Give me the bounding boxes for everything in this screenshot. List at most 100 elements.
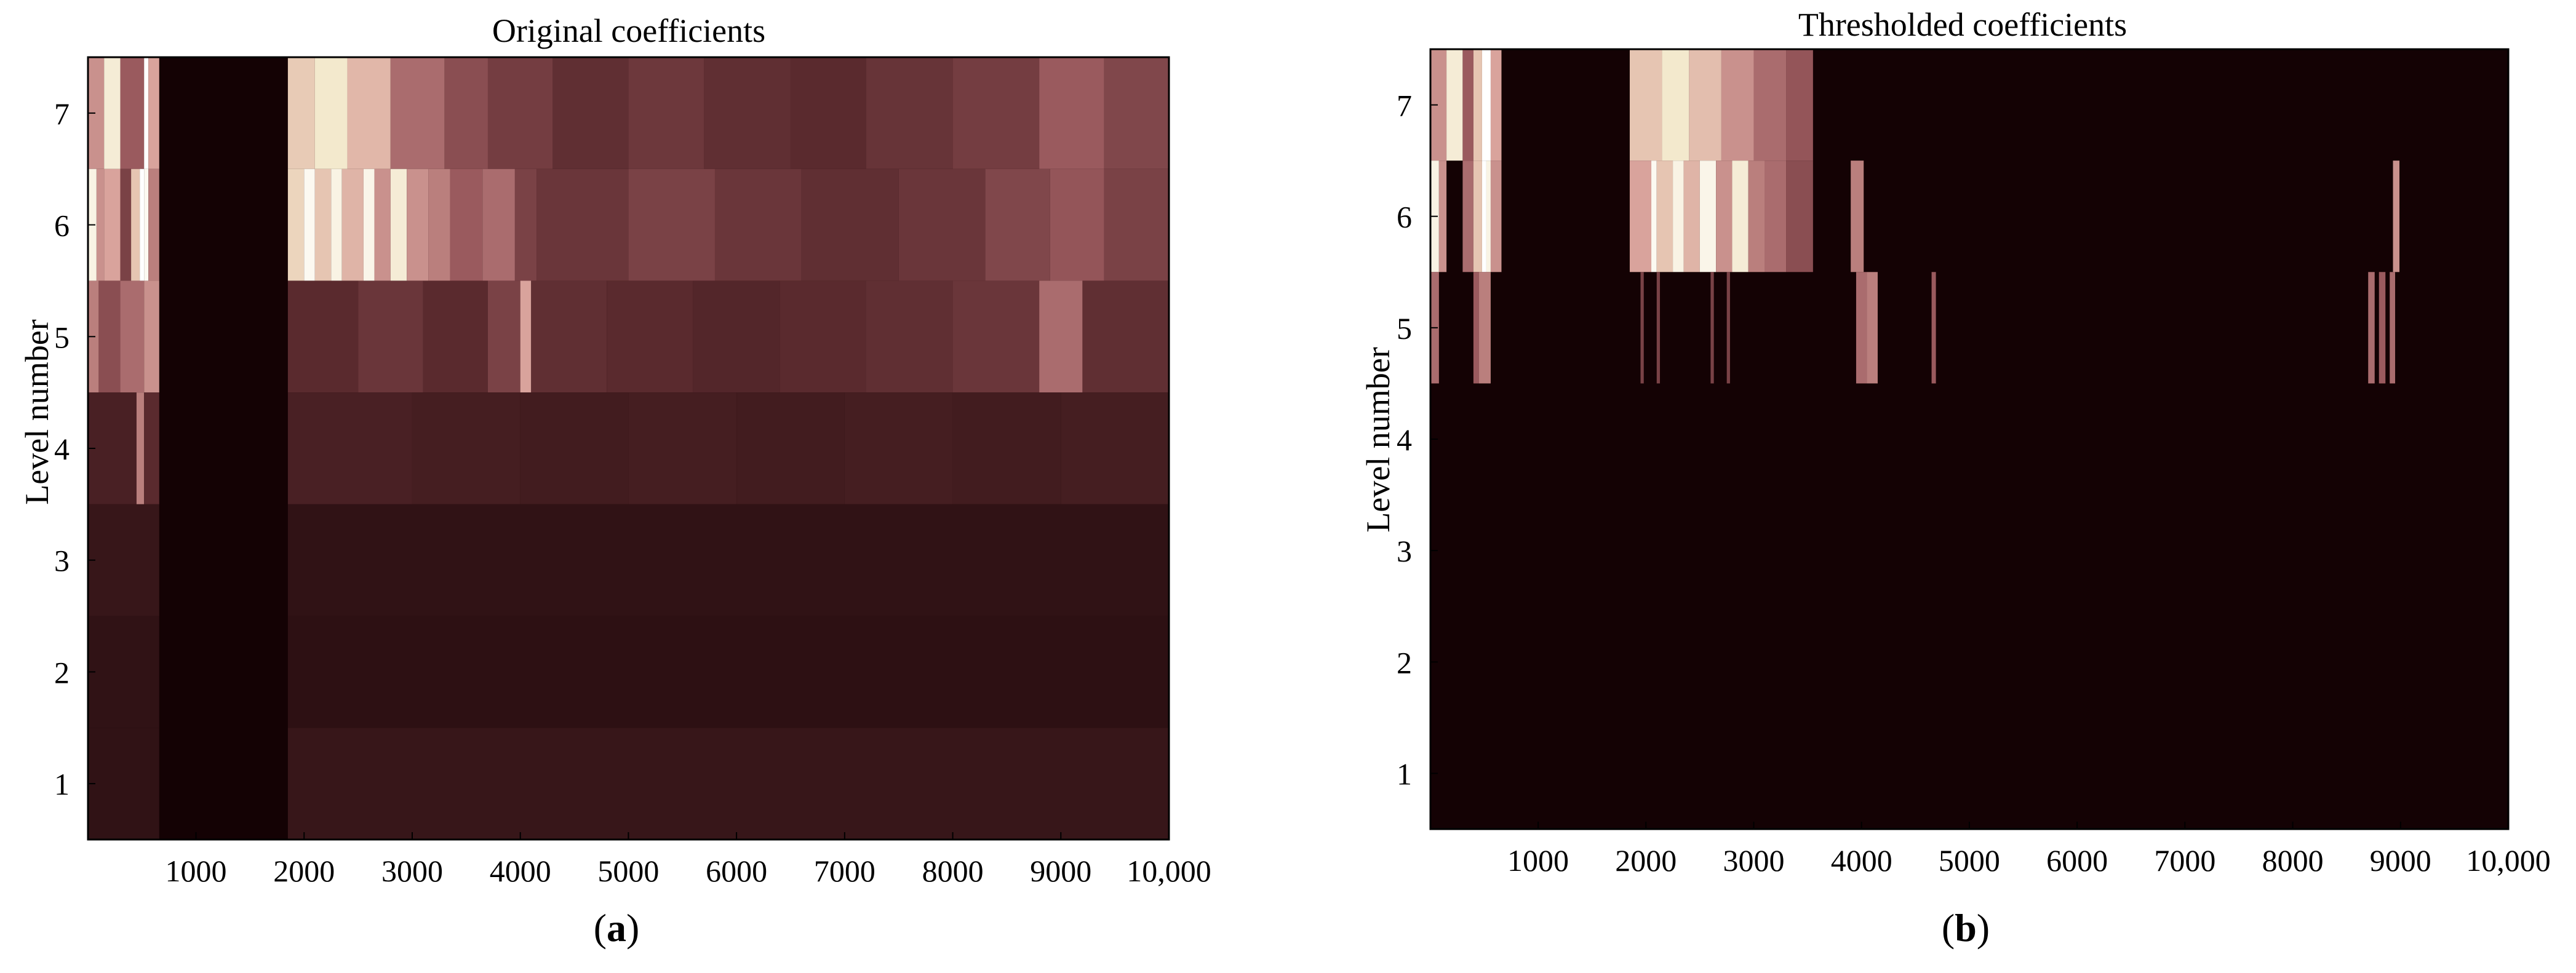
panel-a-cell-level-5 bbox=[423, 280, 488, 393]
panel-a-cell-level-7 bbox=[790, 57, 866, 169]
panel-b-cell-level-6 bbox=[1438, 161, 1447, 272]
panel-b-xtick-label: 1000 bbox=[1507, 843, 1569, 878]
panel-b-cell-level-5 bbox=[1931, 272, 1936, 384]
panel-b-ylabel: Level number bbox=[1360, 347, 1397, 532]
panel-a-cell-level-5 bbox=[1082, 280, 1169, 393]
panel-b-cell-level-6 bbox=[1683, 161, 1700, 272]
panel-a-xtick-label: 5000 bbox=[597, 854, 659, 888]
panel-b-ytick-label: 3 bbox=[1397, 534, 1412, 568]
panel-a-cell-level-4 bbox=[144, 392, 159, 504]
panel-a-cell-level-5 bbox=[144, 280, 159, 393]
panel-b-cell-level-7 bbox=[1689, 49, 1721, 161]
panel-a-cell-level-6 bbox=[801, 169, 899, 281]
panel-a-cell-level-6 bbox=[628, 169, 715, 281]
panel-b-xtick-label: 8000 bbox=[2262, 843, 2324, 878]
panel-a-cell-level-6 bbox=[374, 169, 391, 281]
panel-a-cell-level-6 bbox=[131, 169, 140, 281]
panel-a-chart: Original coefficients Level number 1 2 3 4 5… bbox=[18, 12, 1211, 950]
panel-b-ytick-label: 7 bbox=[1397, 89, 1412, 123]
panel-a-cell-level-7 bbox=[314, 57, 348, 169]
panel-a-cell-level-7 bbox=[628, 57, 704, 169]
panel-b-cell-level-6 bbox=[1748, 161, 1765, 272]
panel-a-caption: (a) bbox=[594, 906, 640, 950]
panel-a-cell-level-7 bbox=[104, 57, 121, 169]
panel-a-cell-level-6 bbox=[304, 169, 315, 281]
panel-b-cell-level-6 bbox=[1786, 161, 1813, 272]
panel-a-cell-level-4 bbox=[736, 392, 845, 504]
panel-a-cell-level-7 bbox=[952, 57, 1040, 169]
panel-b-cell-level-6 bbox=[1462, 161, 1473, 272]
panel-b-xtick-label: 4000 bbox=[1831, 843, 1892, 878]
panel-a-cell-level-6 bbox=[482, 169, 515, 281]
panel-a-xtick-label: 3000 bbox=[381, 854, 443, 888]
panel-b-chart: Thresholded coefficients Level number 1 2… bbox=[1360, 6, 2551, 950]
panel-a-cell-level-5 bbox=[866, 280, 953, 393]
panel-b-cell-level-6 bbox=[1851, 161, 1864, 272]
panel-b-ytick-label: 6 bbox=[1397, 200, 1412, 234]
panel-b-cell-level-6 bbox=[1732, 161, 1749, 272]
panel-a-ytick-label: 3 bbox=[54, 544, 70, 578]
panel-a-cell-level-7 bbox=[487, 57, 553, 169]
panel-a-cell-level-4 bbox=[136, 392, 145, 504]
panel-a-cell-level-7 bbox=[444, 57, 488, 169]
panel-a-cell-level-6 bbox=[148, 169, 159, 281]
panel-a-ytick-label: 6 bbox=[54, 208, 70, 243]
panel-a-cell-level-3 bbox=[287, 504, 1169, 616]
panel-a-cell-level-4 bbox=[412, 392, 520, 504]
panel-a-cell-level-6 bbox=[341, 169, 364, 281]
panel-b-xtick-label: 6000 bbox=[2046, 843, 2108, 878]
panel-b-xtick-label: 5000 bbox=[1939, 843, 2000, 878]
panel-a-caption-label: a bbox=[607, 906, 626, 950]
panel-b-cell-level-6 bbox=[1490, 161, 1502, 272]
panel-a-cell-level-2 bbox=[287, 616, 1169, 728]
panel-a-cell-level-4 bbox=[628, 392, 737, 504]
panel-a-ytick-label: 1 bbox=[54, 767, 70, 801]
panel-b-y-ticks: 1 2 3 4 5 6 7 bbox=[1397, 89, 1438, 791]
panel-a-xtick-label: 1000 bbox=[165, 854, 227, 888]
panel-a-cell-level-5 bbox=[531, 280, 607, 393]
panel-a-cell-level-5 bbox=[693, 280, 780, 393]
panel-a-cell-level-6 bbox=[1050, 169, 1104, 281]
panel-a-cell-level-6 bbox=[985, 169, 1050, 281]
panel-b-cell-level-5 bbox=[1478, 272, 1491, 384]
panel-a-cell-level-6 bbox=[514, 169, 537, 281]
panel-b-cell-level-5 bbox=[1726, 272, 1730, 384]
panel-b-cell-level-7 bbox=[1490, 49, 1502, 161]
panel-a-plot-area bbox=[87, 56, 1170, 841]
panel-a-cell-level-6 bbox=[428, 169, 450, 281]
panel-b-cell-level-7 bbox=[1629, 49, 1662, 161]
panel-a-cell-level-4 bbox=[520, 392, 629, 504]
panel-b-cell-level-6 bbox=[1629, 161, 1652, 272]
panel-b-cell-level-6 bbox=[1699, 161, 1717, 272]
panel-a-cell-level-6 bbox=[1104, 169, 1169, 281]
panel-a-cell-level-4 bbox=[88, 392, 137, 504]
panel-a-cell-level-7 bbox=[866, 57, 953, 169]
panel-b-title: Thresholded coefficients bbox=[1798, 6, 2127, 43]
panel-a-cell-level-5 bbox=[1039, 280, 1083, 393]
panel-b-cell-level-6 bbox=[2393, 161, 2400, 272]
panel-a-cell-level-7 bbox=[1104, 57, 1169, 169]
panel-a-cell-level-5 bbox=[607, 280, 693, 393]
panel-a-cell-level-6 bbox=[390, 169, 407, 281]
panel-b-x-ticks: 1000 2000 3000 4000 5000 6000 7000 8000 9000 10,0… bbox=[1507, 822, 2551, 878]
panel-a-cell-level-1 bbox=[287, 728, 1169, 840]
panel-a-cell-level-7 bbox=[120, 57, 145, 169]
panel-a-cell-level-6 bbox=[140, 169, 145, 281]
panel-a-cell-level-1 bbox=[88, 728, 159, 840]
panel-a-ytick-label: 7 bbox=[54, 97, 70, 131]
panel-b-ytick-label: 4 bbox=[1397, 423, 1412, 457]
panel-a-cell-level-4 bbox=[952, 392, 1061, 504]
panel-b-cell-level-7 bbox=[1462, 49, 1473, 161]
panel-a-cell-level-6 bbox=[287, 169, 305, 281]
panel-b-xtick-label: 3000 bbox=[1723, 843, 1784, 878]
panel-b-ytick-label: 5 bbox=[1397, 311, 1412, 346]
panel-a-cell-level-4 bbox=[844, 392, 953, 504]
panel-a-cell-level-7 bbox=[552, 57, 629, 169]
panel-b-cell-level-7 bbox=[1662, 49, 1689, 161]
panel-b-heatmap-background bbox=[1430, 49, 2508, 829]
panel-b-cell-level-5 bbox=[1867, 272, 1878, 384]
panel-a-ytick-label: 5 bbox=[54, 320, 70, 354]
panel-b-cell-level-5 bbox=[2368, 272, 2375, 384]
panel-a-xtick-label: 2000 bbox=[273, 854, 335, 888]
